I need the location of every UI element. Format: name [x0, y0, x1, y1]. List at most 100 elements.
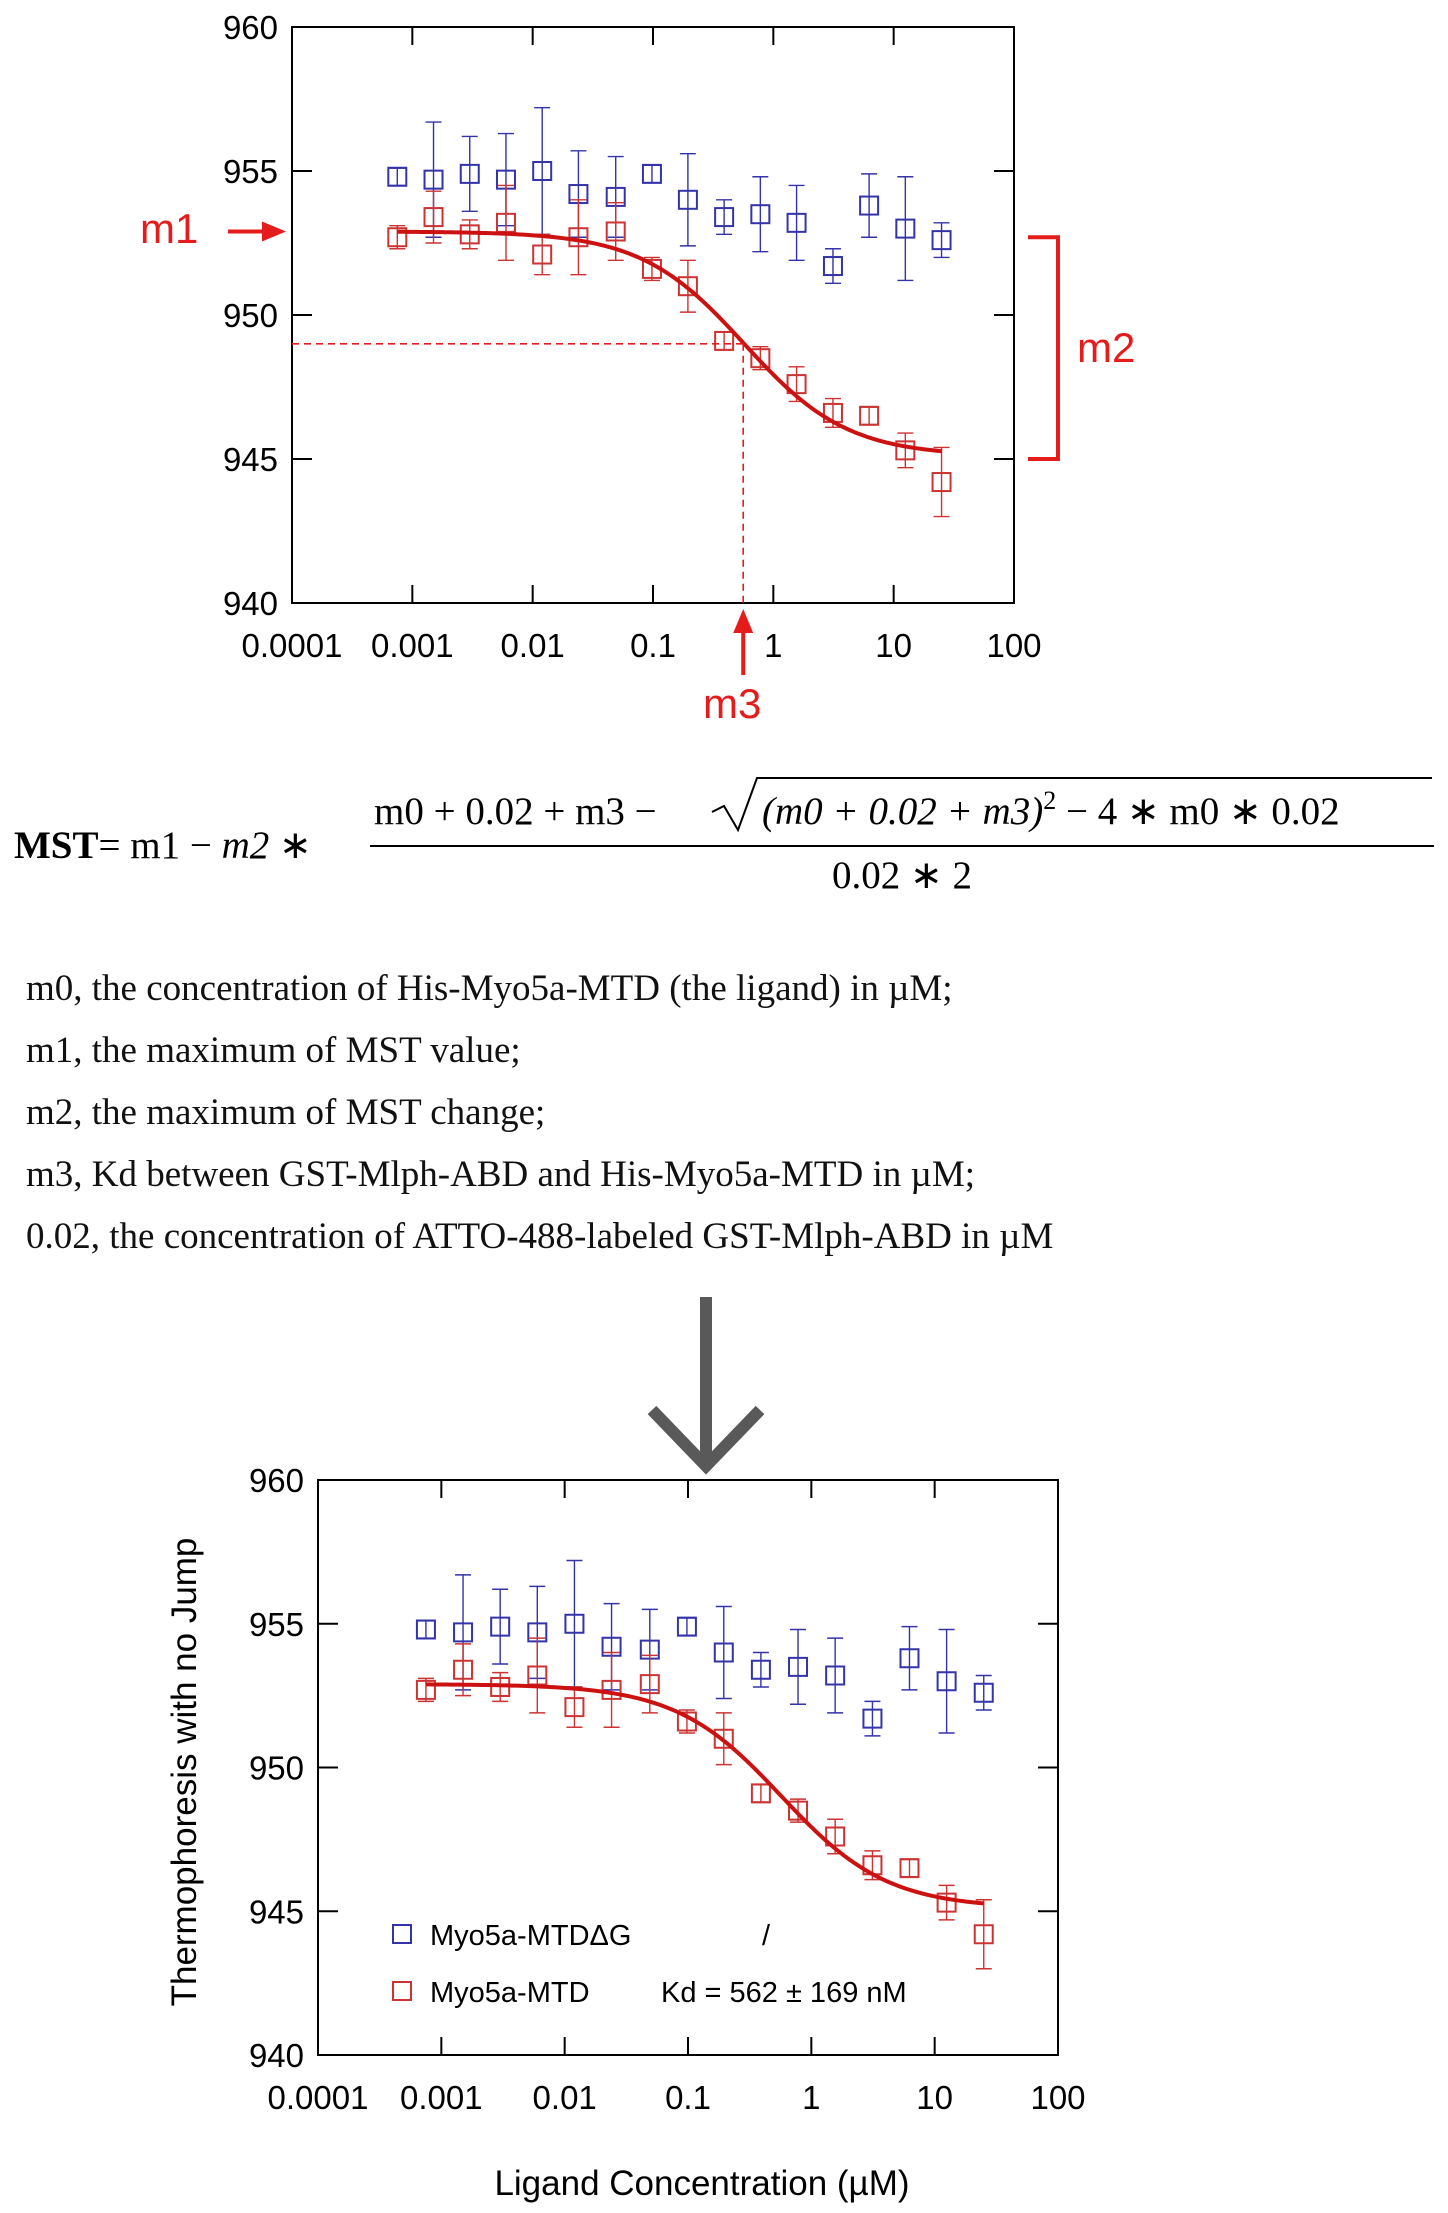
- data-point: [786, 212, 807, 233]
- equation-m2: m2: [222, 824, 270, 867]
- x-tick-label: 1: [764, 627, 782, 664]
- definition-concentration: 0.02, the concentration of ATTO-488-labe…: [26, 1216, 1053, 1257]
- series-mtd-delta-g: [387, 106, 952, 285]
- down-arrow-icon: [647, 1297, 765, 1475]
- data-point: [423, 207, 444, 228]
- m1-label: m1: [140, 205, 198, 252]
- legend-note-mtd-delta-g: /: [762, 1920, 771, 1952]
- definition-m2: m2, the maximum of MST change;: [26, 1092, 545, 1133]
- data-point: [973, 1682, 994, 1703]
- x-tick-label: 100: [986, 627, 1041, 664]
- x-tick-label: 0.0001: [242, 627, 343, 664]
- fit-curve: [397, 229, 942, 454]
- equation-minus-m1: = m1 −: [99, 824, 222, 867]
- data-point: [825, 1826, 846, 1847]
- y-axis-label: Thermophoresis with no Jump: [165, 1538, 204, 2007]
- data-point: [899, 1858, 920, 1879]
- data-point: [453, 1622, 474, 1643]
- legend-marker-mtd: [392, 1981, 412, 2001]
- m2-label: m2: [1077, 324, 1135, 371]
- x-axis-label: Ligand Concentration (µM): [494, 2164, 909, 2203]
- m2-bracket: [1028, 235, 1060, 461]
- equation-lhs-mst: MST: [14, 824, 99, 867]
- y-tick-label: 955: [223, 153, 278, 190]
- data-point: [564, 1613, 585, 1634]
- data-point: [639, 1674, 660, 1695]
- m3-label: m3: [703, 680, 761, 727]
- data-point: [936, 1892, 957, 1913]
- y-tick-label: 945: [223, 441, 278, 478]
- data-point: [605, 221, 626, 242]
- down-arrow-head: [647, 1405, 765, 1475]
- y-tick-label: 960: [223, 9, 278, 46]
- y-tick-label: 940: [223, 585, 278, 622]
- data-point: [825, 1665, 846, 1686]
- sqrt-icon: [711, 777, 1432, 833]
- y-tick-label: 950: [249, 1750, 304, 1787]
- plot-frame: [317, 1479, 1059, 2056]
- x-tick-label: 0.1: [665, 2079, 711, 2116]
- x-tick-label: 1: [802, 2079, 820, 2116]
- m1-arrow-icon: [262, 221, 286, 242]
- series-mtd-delta-g: [415, 1559, 994, 1737]
- data-point: [822, 256, 843, 277]
- data-point: [936, 1671, 957, 1692]
- data-point: [387, 227, 408, 248]
- parameter-definitions: m0, the concentration of His-Myo5a-MTD (…: [26, 968, 1053, 1257]
- equation-star: ∗: [269, 824, 311, 867]
- data-point: [714, 207, 735, 228]
- x-tick-label: 0.001: [400, 2079, 483, 2116]
- definition-m3: m3, Kd between GST-Mlph-ABD and His-Myo5…: [26, 1154, 975, 1195]
- x-tick-label: 0.01: [533, 2079, 597, 2116]
- data-point: [859, 405, 880, 426]
- legend-label-mtd-delta-g: Myo5a-MTDΔG: [430, 1920, 631, 1952]
- x-tick-label: 10: [875, 627, 912, 664]
- data-point: [459, 163, 480, 184]
- definition-m0: m0, the concentration of His-Myo5a-MTD (…: [26, 968, 953, 1009]
- equation-sqrt-tail: − 4 ∗ m0 ∗ 0.02: [1056, 790, 1339, 833]
- data-point: [676, 1616, 697, 1637]
- series-mtd: [387, 184, 952, 518]
- y-tick-label: 950: [223, 297, 278, 334]
- x-tick-label: 0.0001: [268, 2079, 369, 2116]
- m3-arrow-icon: [733, 609, 754, 633]
- data-point: [786, 374, 807, 395]
- data-point: [714, 330, 735, 351]
- definition-m1: m1, the maximum of MST value;: [26, 1030, 521, 1071]
- data-point: [862, 1708, 883, 1729]
- data-point: [677, 189, 698, 210]
- legend: Myo5a-MTDΔG / Myo5a-MTD Kd = 562 ± 169 n…: [392, 1920, 907, 2009]
- legend-note-kd: Kd = 562 ± 169 nM: [661, 1977, 907, 2009]
- bottom-chart-plot-area: 940 945 950 955 960 0.0001 0.001 0.01 0.1 1 10 100: [249, 1462, 1086, 2116]
- data-point: [859, 195, 880, 216]
- data-point: [895, 218, 916, 239]
- top-chart-plot-area: 940 945 950 955 960 0.0001 0.001 0.01 0.1 1 10 100: [223, 9, 1042, 664]
- fit-curve: [425, 1682, 984, 1906]
- data-point: [713, 1642, 734, 1663]
- data-point: [415, 1679, 436, 1700]
- x-tick-label: 100: [1030, 2079, 1085, 2116]
- data-point: [677, 276, 698, 297]
- x-tick-label: 0.001: [371, 627, 454, 664]
- equation-sqrt-content: (m0 + 0.02 + m3)2 − 4 ∗ m0 ∗ 0.02: [762, 786, 1340, 833]
- data-point: [973, 1924, 994, 1945]
- equation-sqrt-inner: (m0 + 0.02 + m3): [762, 790, 1043, 833]
- data-point: [931, 472, 952, 493]
- plot-frame: [291, 26, 1015, 604]
- data-point: [387, 166, 408, 187]
- x-tick-label: 0.01: [501, 627, 565, 664]
- data-point: [713, 1728, 734, 1749]
- data-point: [532, 244, 553, 265]
- data-point: [564, 1697, 585, 1718]
- equation-lhs: MST= m1 − m2 ∗: [14, 824, 312, 867]
- data-point: [641, 163, 662, 184]
- data-point: [788, 1656, 809, 1677]
- x-tick-label: 10: [916, 2079, 953, 2116]
- equation-numerator: m0 + 0.02 + m3 −: [374, 790, 666, 833]
- y-tick-label: 940: [249, 2037, 304, 2074]
- legend-label-mtd: Myo5a-MTD: [430, 1977, 590, 2009]
- top-chart-annotations: m1 m2 m3: [140, 205, 1135, 727]
- data-point: [750, 348, 771, 369]
- y-tick-label: 960: [249, 1462, 304, 1499]
